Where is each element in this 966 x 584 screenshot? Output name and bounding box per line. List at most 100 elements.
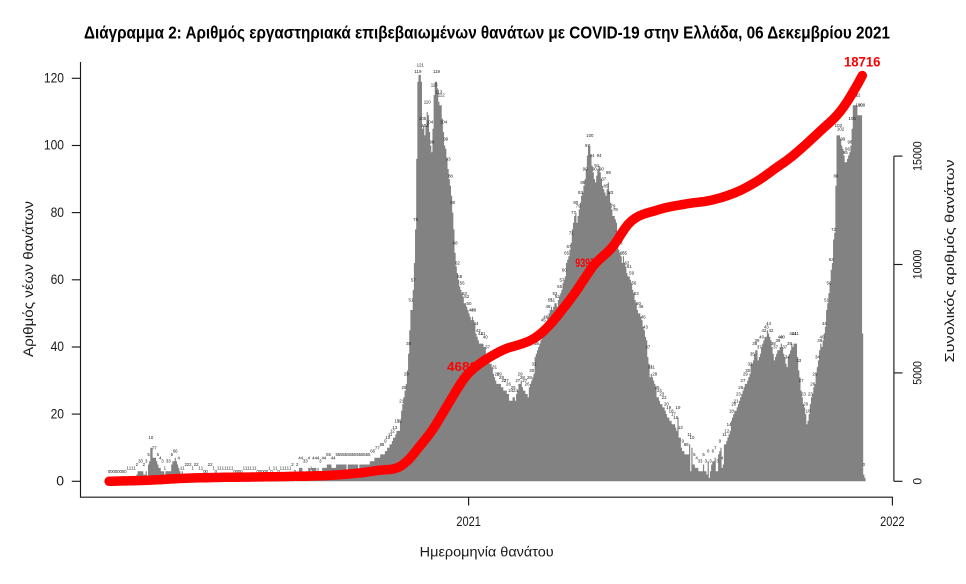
svg-text:5: 5 bbox=[368, 452, 371, 457]
svg-text:0: 0 bbox=[205, 469, 208, 474]
svg-text:5: 5 bbox=[328, 452, 331, 457]
svg-text:24: 24 bbox=[508, 388, 513, 393]
svg-text:37: 37 bbox=[645, 345, 650, 350]
svg-text:5: 5 bbox=[361, 452, 364, 457]
svg-text:27: 27 bbox=[515, 378, 520, 383]
svg-text:3: 3 bbox=[138, 459, 141, 464]
svg-text:12: 12 bbox=[390, 429, 395, 434]
svg-text:105: 105 bbox=[419, 116, 427, 121]
svg-text:65: 65 bbox=[622, 251, 627, 256]
svg-text:0: 0 bbox=[124, 469, 127, 474]
svg-text:2022: 2022 bbox=[880, 514, 905, 529]
svg-text:115: 115 bbox=[431, 83, 439, 88]
svg-text:39: 39 bbox=[817, 338, 822, 343]
svg-text:62: 62 bbox=[624, 261, 629, 266]
svg-text:37: 37 bbox=[773, 345, 778, 350]
svg-text:7: 7 bbox=[154, 445, 157, 450]
svg-text:3: 3 bbox=[319, 459, 322, 464]
svg-text:51: 51 bbox=[409, 298, 414, 303]
svg-text:90: 90 bbox=[599, 167, 604, 172]
svg-text:0: 0 bbox=[266, 469, 269, 474]
svg-text:3: 3 bbox=[168, 459, 171, 464]
svg-text:44: 44 bbox=[766, 321, 771, 326]
svg-text:1: 1 bbox=[282, 465, 285, 470]
svg-text:19: 19 bbox=[676, 405, 681, 410]
svg-text:27: 27 bbox=[522, 378, 527, 383]
svg-text:57: 57 bbox=[411, 277, 416, 282]
svg-text:59: 59 bbox=[629, 271, 634, 276]
svg-text:1: 1 bbox=[164, 465, 167, 470]
svg-text:72: 72 bbox=[831, 227, 836, 232]
svg-text:56: 56 bbox=[460, 281, 465, 286]
svg-text:1: 1 bbox=[275, 465, 278, 470]
svg-text:3: 3 bbox=[145, 459, 148, 464]
svg-text:1: 1 bbox=[310, 465, 313, 470]
svg-text:65: 65 bbox=[564, 251, 569, 256]
svg-text:1: 1 bbox=[217, 465, 220, 470]
svg-text:103: 103 bbox=[835, 123, 843, 128]
svg-text:23: 23 bbox=[659, 392, 664, 397]
svg-text:0: 0 bbox=[112, 469, 115, 474]
svg-text:98: 98 bbox=[429, 140, 434, 145]
svg-text:1: 1 bbox=[224, 465, 227, 470]
svg-text:5: 5 bbox=[354, 452, 357, 457]
svg-text:39: 39 bbox=[775, 338, 780, 343]
svg-text:90: 90 bbox=[592, 167, 597, 172]
svg-text:4: 4 bbox=[177, 455, 180, 460]
svg-text:5: 5 bbox=[326, 452, 329, 457]
svg-text:33: 33 bbox=[796, 358, 801, 363]
svg-text:2: 2 bbox=[210, 462, 213, 467]
svg-text:27: 27 bbox=[799, 378, 804, 383]
svg-text:83: 83 bbox=[578, 190, 583, 195]
svg-text:15: 15 bbox=[395, 418, 400, 423]
svg-text:22: 22 bbox=[662, 395, 667, 400]
svg-text:4: 4 bbox=[333, 455, 336, 460]
svg-text:49: 49 bbox=[638, 304, 643, 309]
svg-text:44: 44 bbox=[474, 321, 479, 326]
svg-text:2: 2 bbox=[296, 462, 299, 467]
svg-text:0: 0 bbox=[233, 469, 236, 474]
svg-text:79: 79 bbox=[611, 204, 616, 209]
svg-text:109: 109 bbox=[856, 103, 864, 108]
svg-text:1: 1 bbox=[133, 465, 136, 470]
svg-text:20: 20 bbox=[731, 402, 736, 407]
svg-text:20: 20 bbox=[51, 405, 65, 421]
svg-text:5: 5 bbox=[359, 452, 362, 457]
svg-text:1: 1 bbox=[226, 465, 229, 470]
svg-text:98: 98 bbox=[847, 140, 852, 145]
svg-text:40: 40 bbox=[778, 335, 783, 340]
svg-text:5: 5 bbox=[702, 452, 705, 457]
svg-text:96: 96 bbox=[845, 146, 850, 151]
svg-text:5: 5 bbox=[147, 452, 150, 457]
svg-text:0: 0 bbox=[294, 469, 297, 474]
svg-text:2: 2 bbox=[189, 462, 192, 467]
svg-text:53: 53 bbox=[462, 291, 467, 296]
svg-text:5: 5 bbox=[335, 452, 338, 457]
svg-text:0: 0 bbox=[863, 462, 866, 467]
svg-text:113: 113 bbox=[435, 89, 443, 94]
svg-text:89: 89 bbox=[606, 170, 611, 175]
svg-text:0: 0 bbox=[236, 469, 239, 474]
svg-text:4: 4 bbox=[159, 455, 162, 460]
svg-text:8: 8 bbox=[684, 442, 687, 447]
svg-text:41: 41 bbox=[481, 331, 486, 336]
svg-text:93: 93 bbox=[446, 157, 451, 162]
svg-text:80: 80 bbox=[51, 204, 65, 220]
svg-text:34: 34 bbox=[785, 355, 790, 360]
svg-text:1: 1 bbox=[268, 465, 271, 470]
svg-text:24: 24 bbox=[657, 388, 662, 393]
svg-text:3: 3 bbox=[166, 459, 169, 464]
svg-text:5: 5 bbox=[345, 452, 348, 457]
svg-text:40: 40 bbox=[820, 335, 825, 340]
svg-text:1: 1 bbox=[249, 465, 252, 470]
svg-text:Ημερομηνία θανάτου: Ημερομηνία θανάτου bbox=[420, 545, 554, 560]
svg-text:4: 4 bbox=[324, 455, 327, 460]
svg-text:32: 32 bbox=[532, 361, 537, 366]
svg-text:112: 112 bbox=[438, 93, 446, 98]
svg-text:1: 1 bbox=[129, 465, 132, 470]
svg-text:41: 41 bbox=[792, 331, 797, 336]
svg-text:2: 2 bbox=[184, 462, 187, 467]
svg-text:25: 25 bbox=[402, 385, 407, 390]
svg-text:11: 11 bbox=[388, 432, 393, 437]
svg-text:1: 1 bbox=[182, 465, 185, 470]
